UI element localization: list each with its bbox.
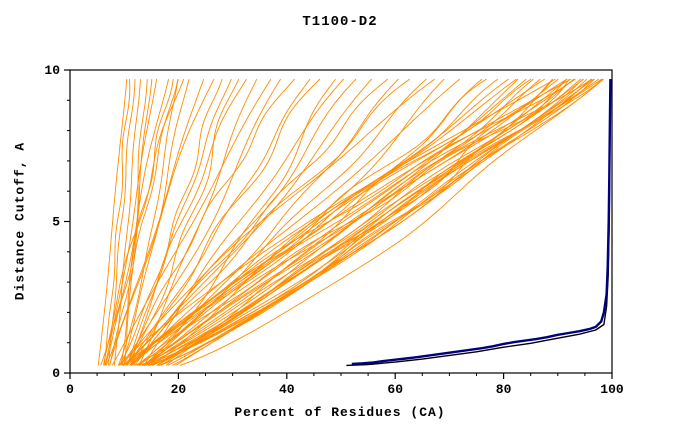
orange-curve <box>133 78 321 366</box>
orange-curve <box>143 78 575 366</box>
orange-curve <box>124 79 153 366</box>
orange-curve <box>100 78 170 366</box>
orange-curve <box>144 78 576 366</box>
orange-curve <box>103 79 131 366</box>
orange-curve <box>104 79 158 366</box>
orange-curve <box>117 79 179 366</box>
orange-curve <box>126 78 232 366</box>
orange-curve <box>149 78 592 366</box>
x-axis-label: Percent of Residues (CA) <box>234 405 446 420</box>
orange-curve <box>122 78 435 366</box>
orange-curve <box>125 78 388 366</box>
y-axis-tick-label: 5 <box>52 215 60 230</box>
orange-curve <box>131 78 357 366</box>
orange-curve <box>175 78 604 366</box>
orange-curve <box>147 78 593 366</box>
orange-curve <box>126 78 295 366</box>
orange-curve <box>136 78 399 366</box>
orange-curve <box>143 78 427 366</box>
orange-curve <box>160 78 483 366</box>
orange-curve <box>129 78 576 366</box>
orange-curve <box>120 78 281 366</box>
orange-curve <box>108 79 136 366</box>
y-axis-tick-label: 0 <box>52 366 60 381</box>
x-axis-tick-label: 20 <box>171 382 187 397</box>
orange-curve <box>118 78 556 366</box>
x-axis-tick-label: 100 <box>600 382 624 397</box>
x-axis-tick-label: 80 <box>496 382 512 397</box>
orange-curve <box>145 78 559 366</box>
orange-curve <box>125 78 240 366</box>
orange-curve <box>125 78 311 366</box>
orange-curve <box>105 78 205 366</box>
x-axis-tick-label: 0 <box>66 382 74 397</box>
orange-curve <box>179 78 603 366</box>
orange-curve <box>113 79 141 366</box>
orange-curve <box>131 78 460 366</box>
y-axis-label: Distance Cutoff, A <box>12 141 28 301</box>
orange-curve <box>104 79 174 366</box>
orange-curve <box>130 78 247 366</box>
orange-curve <box>137 78 581 366</box>
orange-curve <box>167 78 604 366</box>
navy-curve <box>351 79 612 366</box>
orange-curve <box>103 78 185 366</box>
x-axis-tick-label: 60 <box>387 382 403 397</box>
orange-curve <box>138 78 487 366</box>
orange-curve <box>130 78 545 366</box>
orange-curve <box>142 78 554 366</box>
orange-curve <box>147 78 570 366</box>
orange-curve <box>149 78 572 366</box>
chart-title: T1100-D2 <box>302 14 378 30</box>
orange-curve <box>97 79 128 366</box>
x-axis-tick-label: 40 <box>279 382 295 397</box>
y-axis-tick-label: 10 <box>44 63 60 78</box>
orange-curve <box>141 78 527 366</box>
orange-curve <box>122 78 499 366</box>
orange-curve <box>118 78 223 366</box>
orange-curve <box>131 78 517 366</box>
orange-curve <box>111 78 272 366</box>
orange-curve <box>109 78 215 366</box>
